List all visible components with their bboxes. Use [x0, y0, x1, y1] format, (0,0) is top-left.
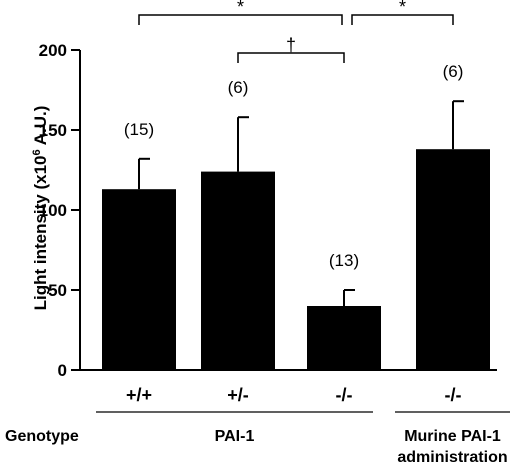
sample-size-label: (13)	[329, 251, 359, 270]
group-label: PAI-1	[215, 428, 255, 445]
x-category-label: +/-	[227, 385, 249, 405]
y-tick-label: 50	[48, 281, 67, 300]
significance-bracket	[351, 14, 454, 25]
y-tick-label: 100	[39, 201, 67, 220]
bar	[416, 149, 490, 370]
sample-size-label: (6)	[443, 62, 464, 81]
significance-bracket	[138, 14, 343, 25]
significance-symbol: *	[237, 0, 244, 17]
bar	[307, 306, 381, 370]
x-category-label: +/+	[126, 385, 152, 405]
y-tick-label: 200	[39, 41, 67, 60]
significance-symbol: *	[399, 0, 406, 17]
bar	[201, 171, 275, 370]
plot-area: 0 50 100 150 200 (15) +/+ (6) +/- (13) -/- (6) -/- PA…	[39, 0, 510, 466]
significance-symbol: †	[286, 35, 296, 55]
sample-size-label: (6)	[228, 78, 249, 97]
y-tick-label: 0	[58, 361, 67, 380]
x-category-label: -/-	[336, 385, 353, 405]
group-label-line2: administration	[397, 449, 507, 466]
y-axis-label: Light intensity (x106 A.U.)	[31, 106, 50, 311]
bar	[102, 189, 176, 370]
genotype-row-label: Genotype	[5, 428, 79, 445]
sample-size-label: (15)	[124, 120, 154, 139]
x-category-label: -/-	[445, 385, 462, 405]
significance-bracket	[237, 52, 345, 63]
group-label: Murine PAI-1	[404, 428, 501, 445]
y-tick-label: 150	[39, 121, 67, 140]
